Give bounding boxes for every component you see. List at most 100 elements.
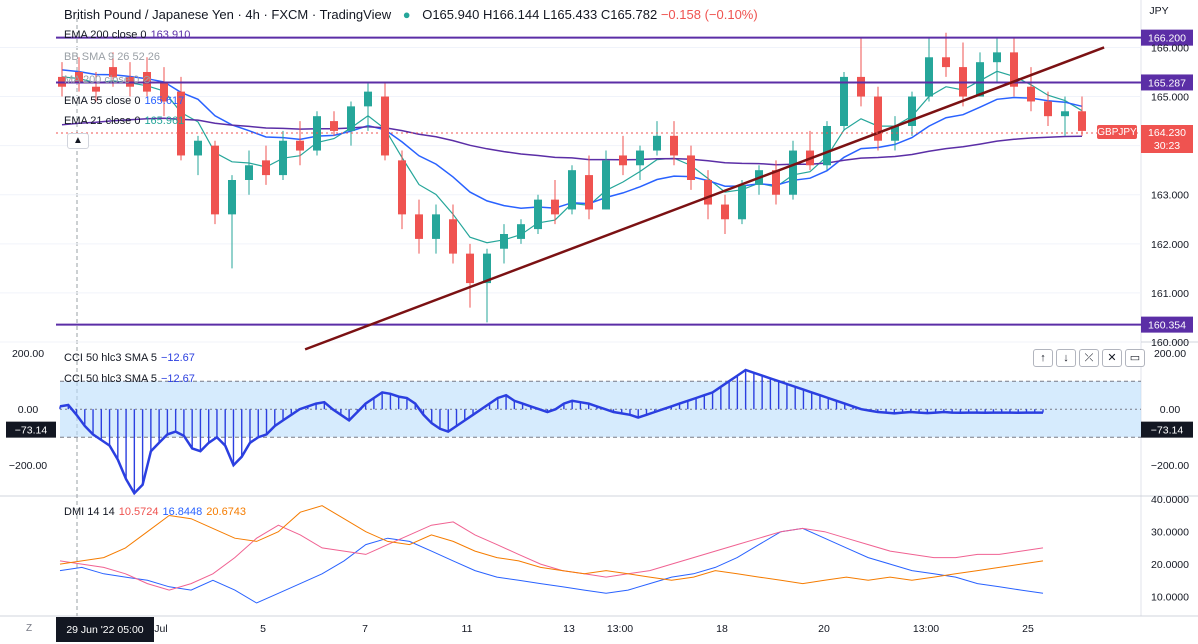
z-label[interactable]: Z bbox=[26, 623, 32, 634]
symbol-title[interactable]: British Pound / Japanese Yen · 4h · FXCM… bbox=[64, 7, 392, 22]
level-tag-box bbox=[1141, 316, 1193, 333]
candle-up bbox=[432, 214, 440, 239]
market-status-dot: ● bbox=[402, 7, 411, 22]
maximize-pane-icon[interactable]: ▭ bbox=[1125, 349, 1145, 367]
ohlc-high: H166.144 bbox=[482, 7, 540, 22]
legend-ema200[interactable]: EMA 200 close 0 163.910 bbox=[64, 29, 190, 41]
collapse-pane-icon[interactable]: ⤫ bbox=[1079, 349, 1099, 367]
candle-down bbox=[415, 214, 423, 239]
time-tick-label: 5 bbox=[260, 623, 266, 635]
candle-up bbox=[891, 126, 899, 141]
candle-down bbox=[92, 86, 100, 92]
legend-value-1: 10.5724 bbox=[118, 506, 159, 518]
trendline[interactable] bbox=[304, 46, 1105, 351]
legend-value: −12.67 bbox=[160, 373, 195, 385]
candle-up bbox=[653, 135, 661, 151]
candle-down bbox=[721, 204, 729, 220]
move-down-arrow-icon[interactable]: ↓ bbox=[1056, 349, 1076, 367]
time-tick-label: 13 bbox=[563, 623, 575, 635]
legend-dmi[interactable]: DMI 14 14 10.5724 16.8448 20.6743 bbox=[64, 506, 246, 518]
candle-down bbox=[296, 140, 304, 151]
candle-up bbox=[908, 96, 916, 126]
level-tag: 165.287 bbox=[1148, 77, 1186, 89]
candle-down bbox=[262, 160, 270, 176]
legend-label: DMI 14 14 bbox=[64, 506, 115, 518]
candlesticks[interactable] bbox=[58, 32, 1086, 323]
horizontal-levels[interactable]: 166.200 165.287 160.354 bbox=[56, 29, 1193, 333]
candle-up bbox=[1061, 111, 1069, 117]
level-tag: 160.354 bbox=[1148, 320, 1186, 332]
legend-cci-2[interactable]: CCI 50 hlc3 SMA 5 −12.67 bbox=[64, 373, 195, 385]
dmi-series-line bbox=[59, 521, 1044, 591]
candle-down bbox=[381, 96, 389, 156]
price-tick-label: 161.000 bbox=[1151, 288, 1189, 300]
move-up-arrow-icon[interactable]: ↑ bbox=[1033, 349, 1053, 367]
trendline-path bbox=[304, 46, 1105, 351]
candle-down bbox=[772, 170, 780, 195]
candle-down bbox=[109, 67, 117, 77]
candle-up bbox=[279, 140, 287, 176]
candle-down bbox=[398, 160, 406, 215]
legend-value-3: 20.6743 bbox=[206, 506, 247, 518]
cci-tick-right: −200.00 bbox=[1151, 460, 1189, 472]
level-tag: 166.200 bbox=[1148, 33, 1186, 45]
candle-up bbox=[500, 234, 508, 249]
cci-pane[interactable]: 200.00 200.00 0.00 0.00 −200.00 −200.00 −73.14… bbox=[6, 348, 1193, 496]
candle-down bbox=[1027, 86, 1035, 102]
time-tick-label: 7 bbox=[362, 623, 368, 635]
level-tag-box bbox=[1141, 74, 1193, 91]
dmi-series-line bbox=[59, 505, 1044, 585]
candle-up bbox=[925, 57, 933, 97]
legend-value: 165.961 bbox=[144, 115, 185, 127]
dmi-pane[interactable]: 40.0000 30.0000 20.0000 10.0000 bbox=[59, 494, 1189, 604]
cci-value-tag-left: −73.14 bbox=[15, 425, 48, 437]
legend-label: CCI 50 hlc3 SMA 5 bbox=[64, 373, 157, 385]
legend-bb[interactable]: BB SMA 9 26 52 26 bbox=[64, 51, 160, 63]
candle-down bbox=[1044, 101, 1052, 117]
ohlc-change: −0.158 (−0.10%) bbox=[660, 7, 758, 22]
ohlc-low: L165.433 bbox=[542, 7, 598, 22]
cursor-date-box bbox=[56, 617, 154, 642]
legend-label: EMA 55 close 0 bbox=[64, 95, 141, 107]
candle-up bbox=[364, 91, 372, 107]
ema200-line bbox=[61, 117, 1083, 166]
time-tick-label: 25 bbox=[1022, 623, 1034, 635]
legend-ma200[interactable]: MA 200 close 0 ⊘ bbox=[64, 73, 152, 86]
candle-up bbox=[245, 165, 253, 180]
price-tick-label: 165.000 bbox=[1151, 92, 1189, 104]
legend-label: EMA 21 close 0 bbox=[64, 115, 141, 127]
candle-down bbox=[551, 199, 559, 215]
cci-tick-left: 200.00 bbox=[12, 348, 44, 360]
time-tick-label: Jul bbox=[154, 623, 167, 635]
cci-value-tag-right: −73.14 bbox=[1151, 425, 1184, 437]
collapse-legend-chevron-up-icon[interactable]: ▲ bbox=[67, 133, 89, 149]
candle-down bbox=[466, 253, 474, 284]
dmi-series-line bbox=[59, 527, 1044, 604]
legend-ema21[interactable]: EMA 21 close 0 165.961 bbox=[64, 115, 184, 127]
cursor-date: 29 Jun '22 05:00 bbox=[66, 624, 143, 636]
candle-down bbox=[857, 76, 865, 97]
candle-up bbox=[993, 52, 1001, 63]
price-tick-label: 163.000 bbox=[1151, 190, 1189, 202]
time-tick-label: 11 bbox=[462, 623, 473, 635]
legend-cci[interactable]: CCI 50 hlc3 SMA 5 −12.67 bbox=[64, 352, 195, 364]
candle-down bbox=[177, 91, 185, 156]
eye-off-icon[interactable]: ⊘ bbox=[142, 74, 152, 86]
legend-ema55[interactable]: EMA 55 close 0 165.617 bbox=[64, 95, 184, 107]
symbol-tag: GBPJPY bbox=[1097, 127, 1137, 138]
price-axis[interactable]: 166.000165.000164.000163.000162.000161.0… bbox=[1151, 42, 1189, 349]
close-pane-icon[interactable]: ✕ bbox=[1102, 349, 1122, 367]
price-tick-label: 166.000 bbox=[1151, 42, 1189, 54]
legend-label: EMA 200 close 0 bbox=[64, 29, 147, 41]
candle-up bbox=[738, 184, 746, 220]
cci-tick-right: 0.00 bbox=[1160, 404, 1181, 416]
candle-down bbox=[874, 96, 882, 141]
time-axis[interactable]: Jul 5 7 11 13 13:00 18 20 13:00 25 bbox=[154, 623, 1034, 635]
cci-tick-left: 0.00 bbox=[18, 404, 39, 416]
time-tick-label: 13:00 bbox=[913, 623, 939, 635]
candle-down bbox=[211, 145, 219, 215]
candle-up bbox=[823, 126, 831, 166]
candle-down bbox=[670, 135, 678, 156]
currency-label[interactable]: JPY bbox=[1149, 5, 1168, 17]
